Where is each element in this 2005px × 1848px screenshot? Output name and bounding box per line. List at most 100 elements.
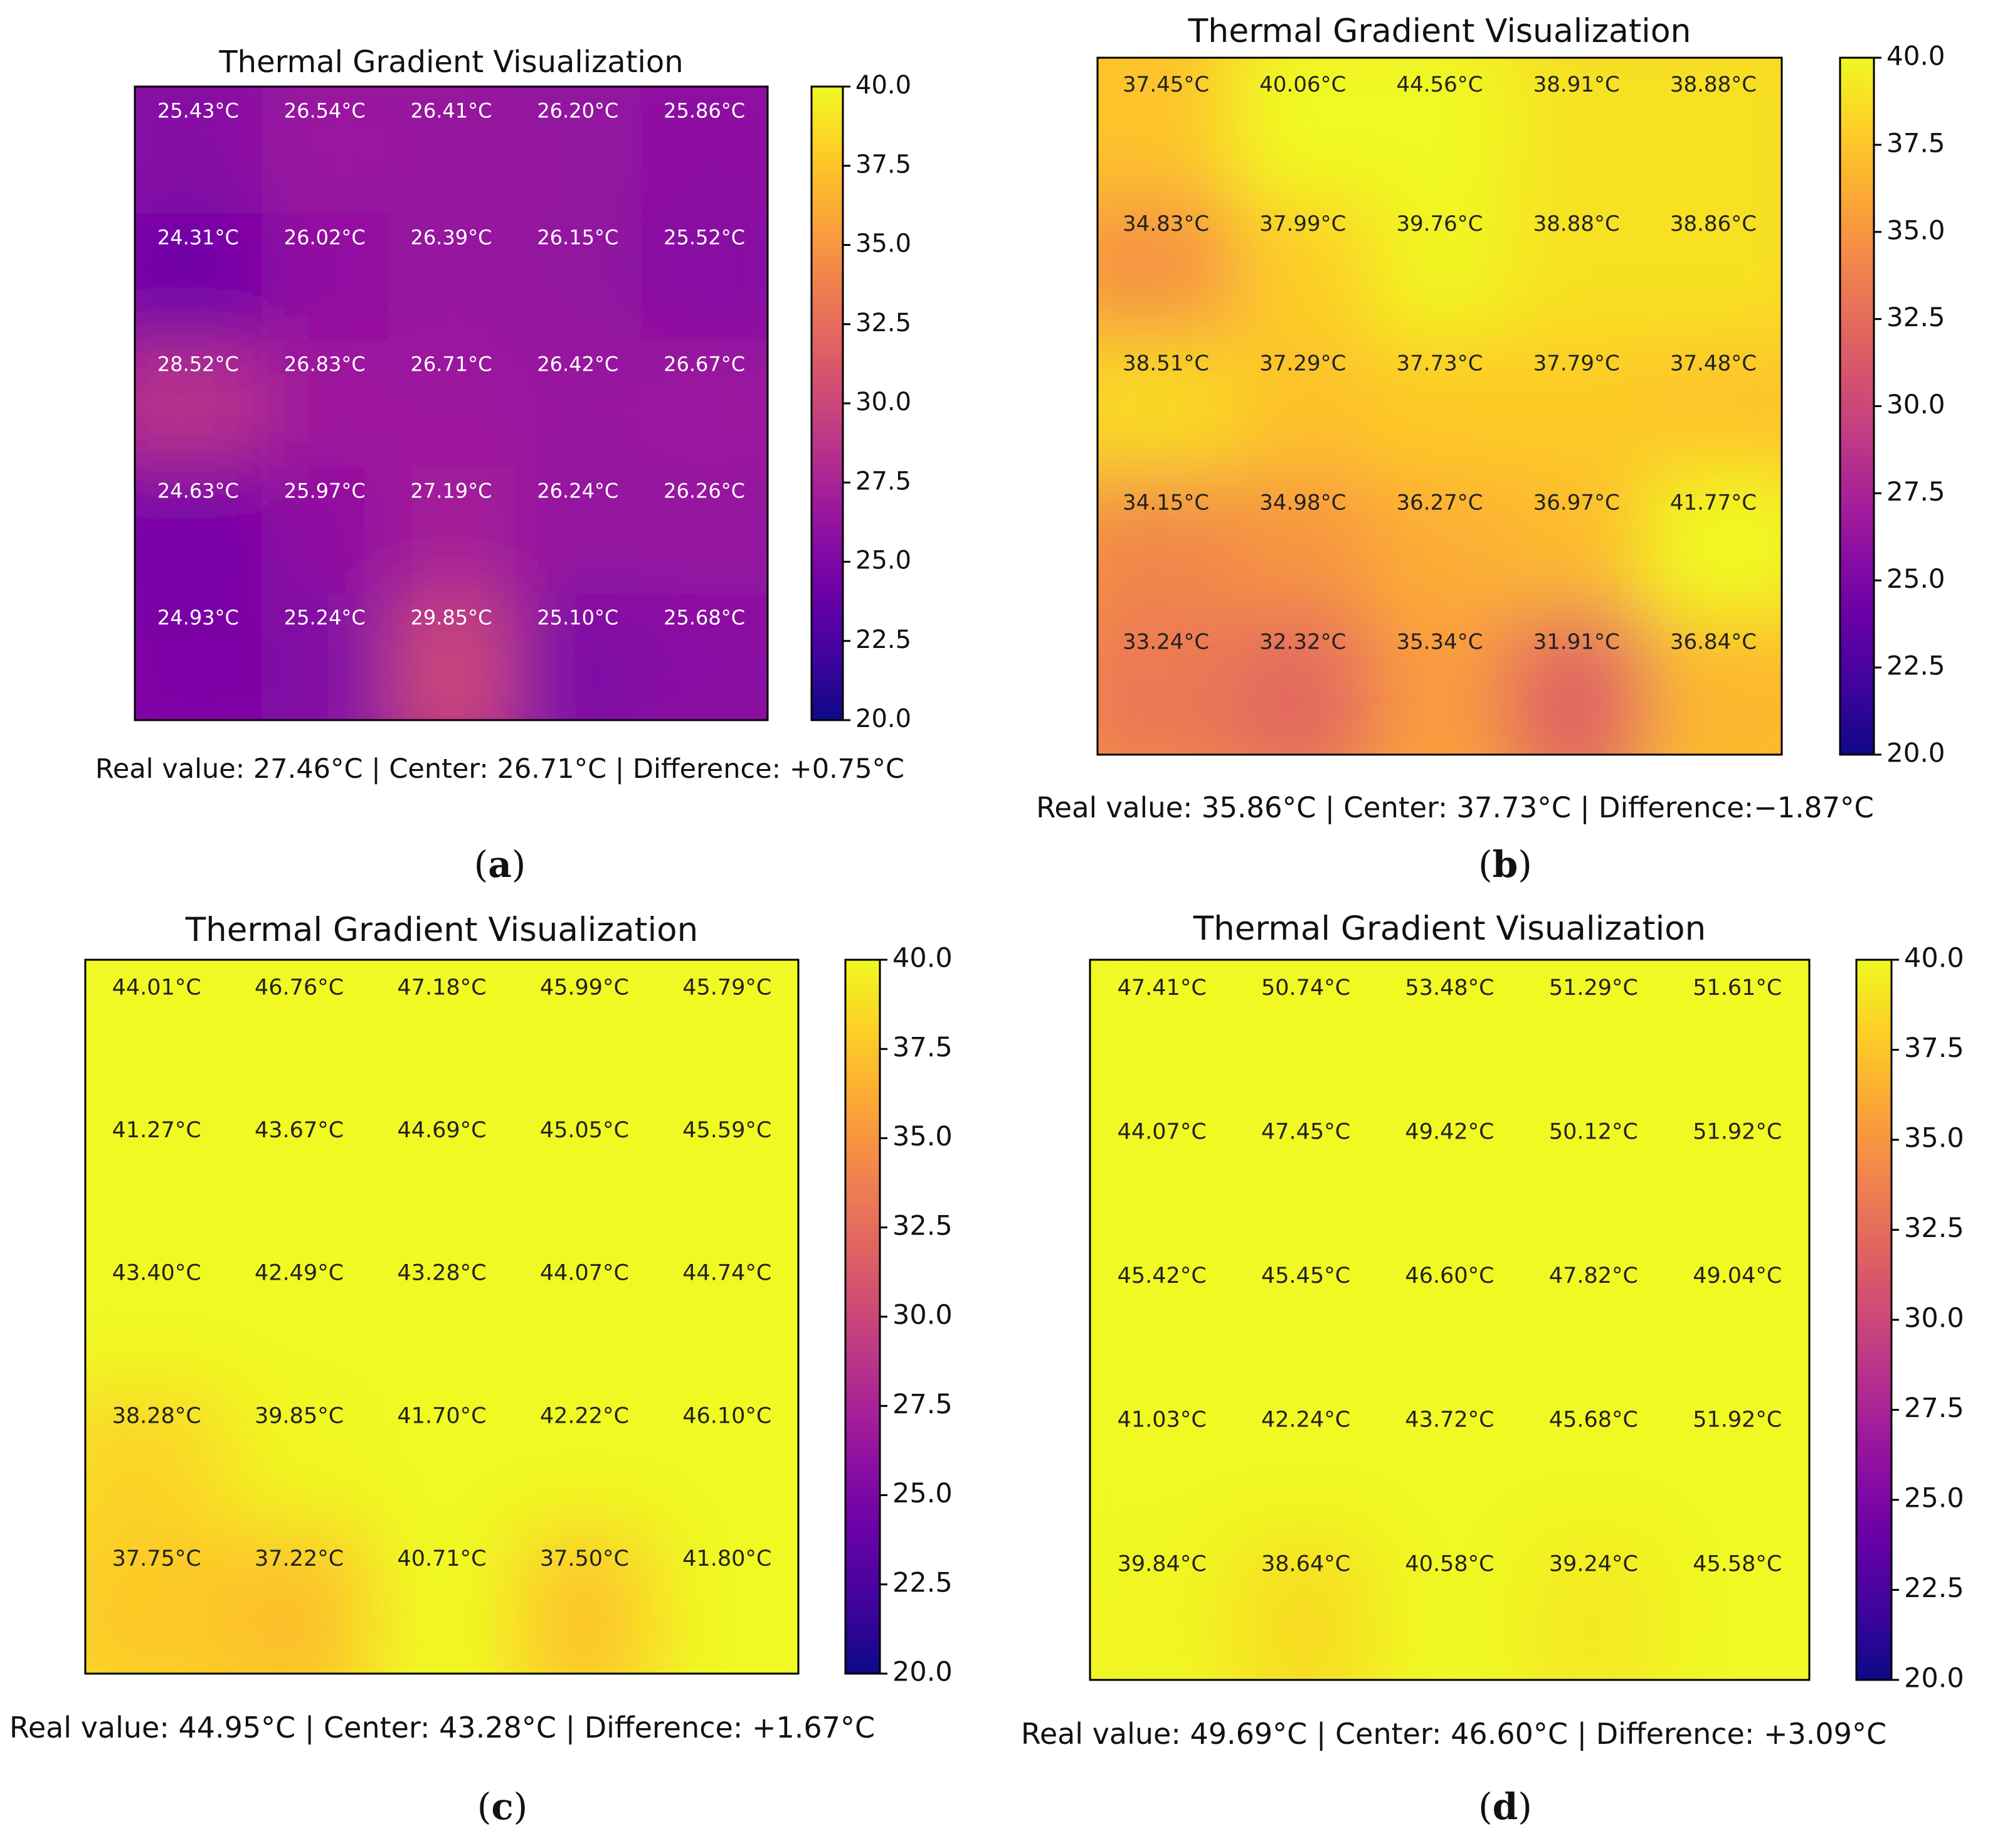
heatmap-cell xyxy=(388,467,516,594)
cell-label: 25.97°C xyxy=(284,479,366,502)
colorbar-tick-label: 37.5 xyxy=(855,150,911,179)
cell-label: 44.01°C xyxy=(112,975,201,1001)
cell-label: 47.45°C xyxy=(1261,1120,1350,1145)
cell-label: 44.56°C xyxy=(1396,72,1483,97)
heatmap-cell xyxy=(1234,197,1372,337)
heatmap-cell xyxy=(1234,1536,1378,1680)
heatmap-cell xyxy=(655,960,798,1103)
cell-label: 32.32°C xyxy=(1259,630,1346,655)
heatmap-cell xyxy=(1234,475,1372,616)
cell-label: 47.41°C xyxy=(1118,975,1207,1001)
cell-label: 38.64°C xyxy=(1261,1551,1350,1576)
panel-2: Thermal Gradient Visualization 37.45°C 40.… xyxy=(1036,13,1945,886)
chart-title: Thermal Gradient Visualization xyxy=(185,911,698,949)
heatmap-field xyxy=(1090,960,1809,1680)
cell-label: 41.80°C xyxy=(682,1546,771,1571)
heatmap-cell xyxy=(1371,475,1509,616)
cell-label: 37.45°C xyxy=(1123,72,1209,97)
heatmap-cell xyxy=(655,1245,798,1389)
heatmap-cell xyxy=(514,467,642,594)
heatmap-cell xyxy=(514,87,642,215)
heatmap-cell xyxy=(513,1388,657,1532)
colorbar-tick-label: 32.5 xyxy=(892,1210,953,1241)
heatmap-cell xyxy=(228,1388,371,1532)
caption: Real value: 35.86°C | Center: 37.73°C | … xyxy=(1036,791,1874,824)
cell-label: 39.85°C xyxy=(255,1403,344,1428)
colorbar-tick-label: 20.0 xyxy=(1904,1663,1964,1694)
chart-title: Thermal Gradient Visualization xyxy=(1188,13,1691,50)
heatmap-cell xyxy=(1234,960,1378,1105)
cell-label: 40.06°C xyxy=(1259,72,1346,97)
chart-title: Thermal Gradient Visualization xyxy=(218,45,683,80)
heatmap-cell xyxy=(85,1388,229,1532)
colorbar-gradient xyxy=(844,959,881,1675)
colorbar-tick-label: 20.0 xyxy=(892,1657,953,1688)
cell-label: 34.98°C xyxy=(1259,491,1346,516)
heatmap-cell xyxy=(1234,1391,1378,1537)
cell-label: 40.58°C xyxy=(1405,1551,1494,1576)
colorbar-tick-label: 37.5 xyxy=(1886,127,1945,158)
heatmap-cell xyxy=(370,1388,514,1532)
heatmap-cell xyxy=(655,1102,798,1246)
heatmap-cell xyxy=(135,213,262,341)
colorbar-tick-label: 35.0 xyxy=(892,1121,953,1152)
heatmap-cell xyxy=(514,213,642,341)
heatmap-cell xyxy=(1665,1248,1809,1393)
heatmap-cell xyxy=(1644,336,1782,477)
cell-label: 26.83°C xyxy=(284,352,366,376)
heatmap-cell xyxy=(1521,960,1666,1105)
cell-label: 45.58°C xyxy=(1693,1551,1782,1576)
heatmap-cell xyxy=(1371,58,1509,198)
heatmap-cell xyxy=(1090,960,1235,1105)
colorbar-tick-label: 25.0 xyxy=(1904,1483,1964,1514)
heatmap-cell xyxy=(1098,615,1235,755)
heatmap-cell xyxy=(1665,960,1809,1105)
colorbar-tick-label: 20.0 xyxy=(855,704,911,733)
cell-label: 51.92°C xyxy=(1693,1408,1782,1433)
axes-frame xyxy=(1089,959,1811,1681)
panel-1: Thermal Gradient Visualization 25.43°C 26.… xyxy=(95,45,911,886)
cell-label: 37.73°C xyxy=(1396,351,1483,376)
colorbar-tick-label: 40.0 xyxy=(1886,41,1945,72)
heatmap-cell xyxy=(1665,1536,1809,1680)
heatmap-cell xyxy=(1234,615,1372,755)
cell-label: 45.59°C xyxy=(682,1118,771,1143)
heatmap-cell xyxy=(228,1102,371,1246)
heatmap-cell xyxy=(1371,197,1509,337)
heatmap-cell xyxy=(388,593,516,720)
heatmap-cell xyxy=(641,87,768,215)
heatmap-cell xyxy=(641,340,768,467)
heatmap-cell xyxy=(261,213,389,341)
cell-label: 37.29°C xyxy=(1259,351,1346,376)
heatmap-cell xyxy=(1090,1391,1235,1537)
cell-label: 44.07°C xyxy=(540,1261,629,1286)
cell-label: 53.48°C xyxy=(1405,975,1494,1001)
colorbar-tick-label: 40.0 xyxy=(892,943,953,974)
heatmap-cell xyxy=(641,467,768,594)
heatmap-cell xyxy=(228,960,371,1103)
colorbar-tick-label: 27.5 xyxy=(892,1389,953,1420)
colorbar-tick-label: 30.0 xyxy=(1904,1303,1964,1334)
cell-label: 45.68°C xyxy=(1549,1408,1638,1433)
cell-label: 51.92°C xyxy=(1693,1120,1782,1145)
heatmap-field xyxy=(135,87,768,720)
cell-label: 45.42°C xyxy=(1118,1263,1207,1288)
heatmap-cell xyxy=(228,1245,371,1389)
colorbar-tick-label: 20.0 xyxy=(1886,738,1945,768)
heatmap-cell xyxy=(1665,1103,1809,1249)
colorbar-tick-label: 22.5 xyxy=(1886,651,1945,681)
colorbar-tick-label: 22.5 xyxy=(1904,1573,1964,1604)
panel-3: Thermal Gradient Visualization 44.01°C 46.… xyxy=(9,911,953,1828)
heatmap-field xyxy=(1098,58,1782,755)
cell-label: 50.12°C xyxy=(1549,1120,1638,1145)
colorbar-tick-label: 25.0 xyxy=(1886,563,1945,594)
axes-frame xyxy=(1096,56,1783,756)
panel-label: (c) xyxy=(477,1785,528,1828)
cell-label: 41.70°C xyxy=(397,1403,486,1428)
cell-label: 37.75°C xyxy=(112,1546,201,1571)
panel-label: (a) xyxy=(474,843,526,886)
heatmap-cell xyxy=(370,1531,514,1674)
cell-label: 51.61°C xyxy=(1693,975,1782,1001)
chart-title: Thermal Gradient Visualization xyxy=(1193,910,1706,948)
